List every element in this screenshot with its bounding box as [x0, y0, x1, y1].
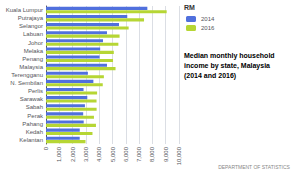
svg-text:8,000: 8,000 [149, 146, 155, 162]
svg-text:3,000: 3,000 [83, 146, 89, 162]
svg-text:(2014 and 2016): (2014 and 2016) [184, 72, 236, 80]
svg-text:Johor: Johor [28, 40, 43, 46]
svg-text:5,000: 5,000 [110, 146, 116, 162]
svg-text:9,000: 9,000 [163, 146, 169, 162]
svg-text:Selangor: Selangor [19, 23, 43, 29]
svg-text:6,000: 6,000 [123, 146, 129, 162]
svg-text:Kedah: Kedah [26, 129, 43, 135]
svg-text:1,000: 1,000 [56, 146, 62, 162]
svg-text:Perlis: Perlis [28, 88, 43, 94]
svg-text:Malaysia: Malaysia [19, 64, 43, 70]
svg-text:7,000: 7,000 [136, 146, 142, 162]
svg-text:Sabah: Sabah [26, 104, 43, 110]
svg-text:10,000: 10,000 [176, 146, 182, 165]
svg-text:Labuan: Labuan [23, 31, 43, 37]
svg-text:2016: 2016 [201, 25, 215, 31]
svg-text:Sarawak: Sarawak [20, 96, 44, 102]
svg-text:Terengganu: Terengganu [11, 72, 43, 78]
svg-text:Median monthly household: Median monthly household [184, 52, 275, 60]
svg-text:RM: RM [184, 4, 195, 11]
svg-text:Penang: Penang [22, 56, 43, 62]
svg-text:Perak: Perak [27, 113, 44, 119]
svg-text:2014: 2014 [201, 16, 215, 22]
svg-text:0: 0 [43, 146, 49, 150]
svg-text:income by state, Malaysia: income by state, Malaysia [184, 62, 270, 70]
svg-text:N. Sembilan: N. Sembilan [10, 80, 43, 86]
svg-text:Kuala Lumpur: Kuala Lumpur [6, 7, 43, 13]
svg-text:Pahang: Pahang [22, 121, 43, 127]
svg-text:Putrajaya: Putrajaya [18, 15, 44, 21]
svg-text:Kelantan: Kelantan [19, 137, 43, 143]
svg-text:Melaka: Melaka [24, 48, 44, 54]
svg-text:2,000: 2,000 [70, 146, 76, 162]
svg-text:4,000: 4,000 [96, 146, 102, 162]
svg-text:DEPARTMENT OF STATISTICS: DEPARTMENT OF STATISTICS [218, 164, 290, 170]
